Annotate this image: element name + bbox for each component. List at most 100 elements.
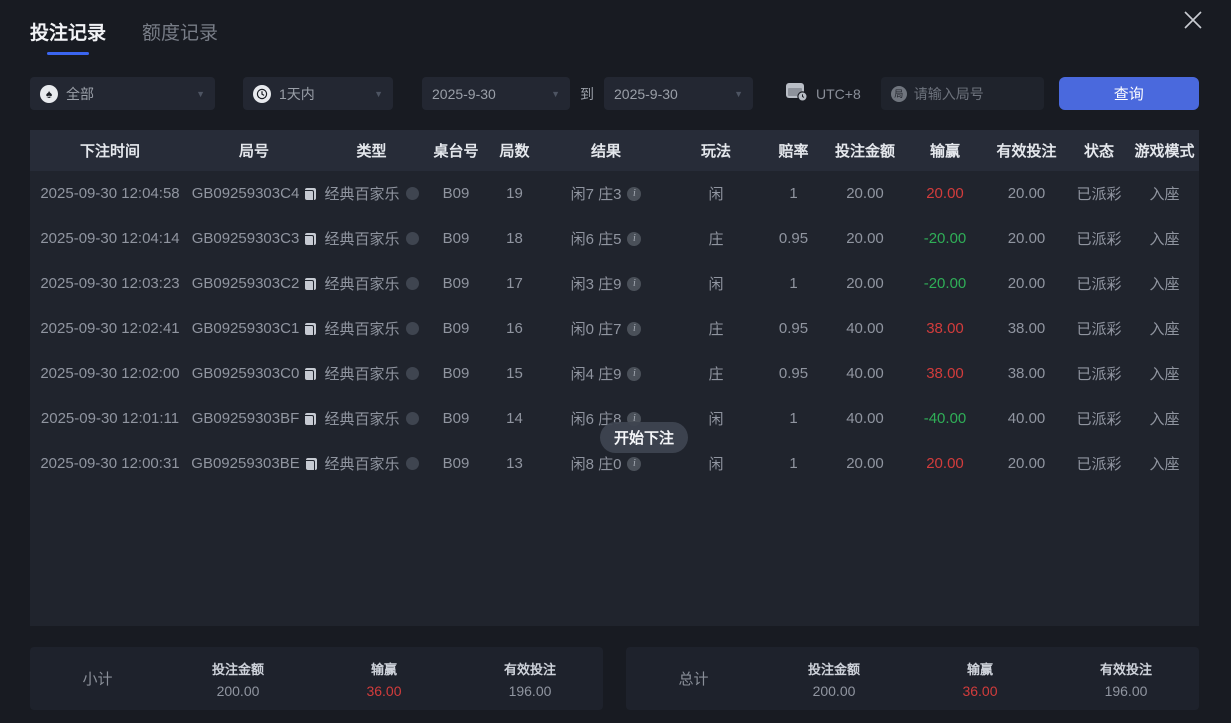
cell-win-loss: 20.00: [926, 455, 964, 472]
col-header: 状态: [1083, 143, 1114, 160]
cell-play: 庄: [708, 366, 724, 383]
copy-icon[interactable]: [303, 277, 317, 292]
table-row: 2025-09-30 12:02:41 GB09259303C1 经典百家乐 B…: [30, 306, 1199, 351]
cell-game-mode: 入座: [1149, 366, 1180, 383]
info-icon[interactable]: i: [627, 456, 642, 471]
cell-win-loss: 20.00: [926, 185, 964, 202]
date-to-dropdown[interactable]: 2025-9-30 ▼: [604, 77, 753, 110]
cell-table-number: B09: [442, 455, 470, 472]
subtotal-valid-bet: 有效投注 196.00: [503, 661, 556, 699]
cell-round-number: GB09259303C4: [192, 185, 317, 202]
subtotal-bet-amount: 投注金额 200.00: [211, 661, 264, 699]
cell-bet-time: 2025-09-30 12:04:58: [40, 185, 180, 202]
copy-icon[interactable]: [303, 322, 317, 337]
subtotal-bar: 小计 投注金额 200.00 输赢 36.00 有效投注 196.00: [30, 647, 603, 710]
round-number: GB09259303C3: [191, 230, 300, 247]
cell-odds: 1: [789, 185, 798, 202]
copy-icon[interactable]: [303, 412, 317, 427]
subtotal-win-loss: 输赢 36.00: [366, 661, 402, 699]
round-badge-icon: 局: [890, 85, 907, 102]
total-valid-bet: 有效投注 196.00: [1099, 661, 1152, 699]
copy-icon[interactable]: [303, 232, 317, 247]
cell-valid-bet: 20.00: [1007, 275, 1046, 292]
cell-valid-bet: 20.00: [1007, 455, 1046, 472]
game-type-dot-icon: [405, 277, 419, 290]
cell-round-number: GB09259303BF: [192, 410, 317, 427]
cell-table-number: B09: [442, 275, 470, 292]
cell-odds: 0.95: [778, 365, 809, 382]
cell-valid-bet: 20.00: [1007, 230, 1046, 247]
result-text: 闲8 庄0: [570, 456, 622, 473]
cell-result: 闲7 庄3 i: [571, 183, 642, 204]
cell-status: 已派彩: [1076, 456, 1122, 473]
copy-icon[interactable]: [303, 187, 317, 202]
cell-game-mode: 入座: [1149, 411, 1180, 428]
cell-game-count: 15: [506, 365, 523, 382]
time-range-dropdown[interactable]: 1天内 ▼: [243, 77, 393, 110]
col-header: 游戏模式: [1134, 143, 1195, 160]
game-type-dot-icon: [405, 412, 419, 425]
round-number: GB09259303BF: [191, 410, 300, 427]
cell-table-number: B09: [442, 320, 470, 337]
cell-status: 已派彩: [1076, 366, 1122, 383]
copy-icon[interactable]: [303, 457, 317, 472]
col-header: 结果: [590, 143, 621, 160]
cell-result: 闲4 庄9 i: [571, 363, 642, 384]
game-type-dot-icon: [405, 457, 419, 470]
info-icon[interactable]: i: [627, 276, 642, 291]
date-from-dropdown[interactable]: 2025-9-30 ▼: [422, 77, 570, 110]
cell-result: 闲0 庄7 i: [571, 318, 642, 339]
cell-game-count: 13: [506, 455, 523, 472]
cell-valid-bet: 38.00: [1007, 365, 1046, 382]
result-text: 闲3 庄9: [570, 276, 622, 293]
round-number-input[interactable]: [913, 85, 1034, 102]
round-number: GB09259303C4: [191, 185, 300, 202]
round-number: GB09259303C1: [191, 320, 300, 337]
cell-game-type: 经典百家乐: [324, 228, 419, 249]
cell-bet-amount: 20.00: [846, 185, 884, 202]
cell-bet-time: 2025-09-30 12:01:11: [40, 410, 180, 427]
info-icon[interactable]: i: [627, 366, 642, 381]
table-header-row: 下注时间 局号 类型 桌台号 局数 结果 玩法 赔率 投注金额 输赢 有效投注 …: [30, 130, 1199, 171]
tab-betting-records[interactable]: 投注记录: [30, 18, 106, 55]
cell-round-number: GB09259303BE: [191, 455, 317, 472]
col-header: 下注时间: [79, 143, 140, 160]
cell-round-number: GB09259303C3: [192, 230, 317, 247]
cell-game-count: 16: [506, 320, 523, 337]
info-icon[interactable]: i: [627, 186, 642, 201]
tab-label: 额度记录: [142, 23, 219, 44]
cell-game-type: 经典百家乐: [324, 273, 419, 294]
col-header: 玩法: [700, 143, 731, 160]
cell-play: 庄: [708, 321, 724, 338]
round-number: GB09259303BE: [191, 455, 300, 472]
cell-game-mode: 入座: [1149, 186, 1180, 203]
col-header: 有效投注: [996, 143, 1057, 160]
tab-quota-records[interactable]: 额度记录: [142, 18, 218, 55]
cell-bet-amount: 20.00: [846, 230, 884, 247]
cell-bet-amount: 20.00: [846, 455, 884, 472]
game-type: 经典百家乐: [324, 231, 400, 248]
timezone-label: UTC+8: [816, 85, 861, 102]
cell-bet-time: 2025-09-30 12:02:41: [40, 320, 180, 337]
table-row: 2025-09-30 12:04:14 GB09259303C3 经典百家乐 B…: [30, 216, 1199, 261]
close-icon[interactable]: [1181, 8, 1205, 32]
cell-game-type: 经典百家乐: [324, 363, 419, 384]
round-number: GB09259303C0: [191, 365, 300, 382]
cell-round-number: GB09259303C0: [192, 365, 317, 382]
info-icon[interactable]: i: [627, 321, 642, 336]
subtotal-label: 小计: [82, 671, 113, 688]
cell-table-number: B09: [442, 230, 470, 247]
info-icon[interactable]: i: [627, 231, 642, 246]
col-header: 输赢: [929, 143, 960, 160]
search-button[interactable]: 查询: [1058, 77, 1199, 110]
cell-bet-amount: 40.00: [846, 365, 884, 382]
total-win-loss: 输赢 36.00: [962, 661, 998, 699]
round-search-field[interactable]: 局: [880, 77, 1044, 110]
col-header: 赔率: [778, 143, 809, 160]
table-row: 2025-09-30 12:01:11 GB09259303BF 经典百家乐 B…: [30, 396, 1199, 441]
col-header: 投注金额: [834, 143, 895, 160]
game-type-dropdown[interactable]: ♠ 全部 ▼: [30, 77, 215, 110]
copy-icon[interactable]: [303, 367, 317, 382]
clock-icon: [253, 84, 271, 103]
